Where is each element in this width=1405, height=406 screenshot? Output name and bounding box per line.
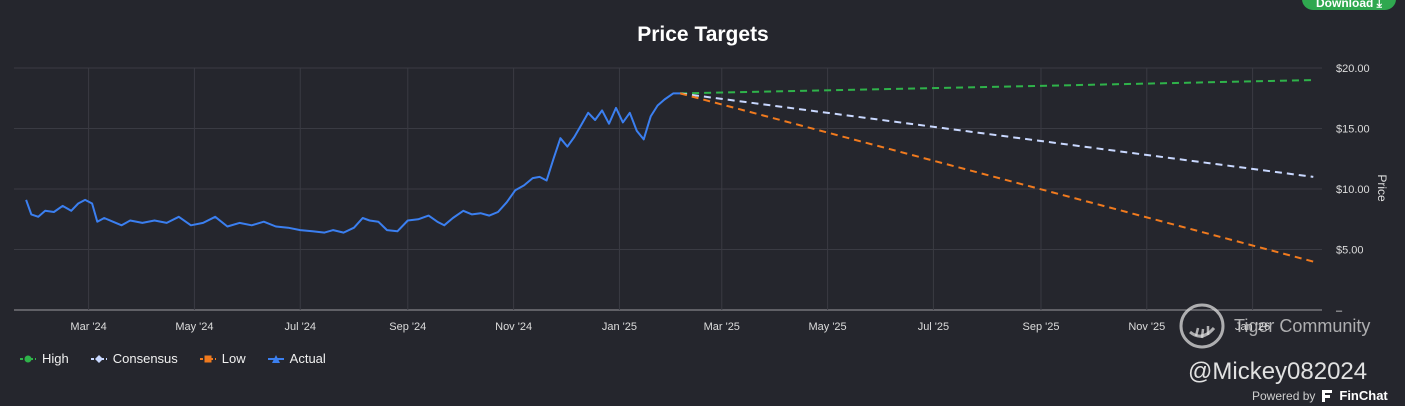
x-tick-label: Jul '25 bbox=[918, 321, 949, 333]
legend-circle-icon bbox=[20, 355, 36, 362]
x-tick-label: Jan '26 bbox=[1235, 321, 1270, 333]
legend-label: High bbox=[42, 351, 69, 366]
x-tick-label: Jul '24 bbox=[285, 321, 316, 333]
legend-square-icon bbox=[199, 355, 216, 362]
finchat-logo-icon bbox=[1322, 389, 1333, 402]
x-tick-label: Nov '24 bbox=[495, 321, 532, 333]
x-tick-label: Nov '25 bbox=[1128, 321, 1165, 333]
legend-item-actual[interactable]: Actual bbox=[267, 351, 326, 366]
series-line-actual bbox=[25, 92, 681, 234]
watermark-text: Tiger Community bbox=[1234, 316, 1371, 336]
axis-layer: – $5.00 $10.00 $15.00 $20.00 Mar '24 May '24 Ju… bbox=[70, 63, 1369, 333]
legend-triangle-icon bbox=[267, 354, 284, 363]
x-tick-label: Sep '25 bbox=[1022, 321, 1059, 333]
grid-layer bbox=[14, 67, 1322, 311]
powered-by-label: Powered by bbox=[1252, 388, 1316, 403]
legend-item-high[interactable]: High bbox=[20, 351, 69, 366]
legend-label: Actual bbox=[289, 351, 326, 366]
series-layer bbox=[25, 79, 1314, 263]
y-tick-label: $5.00 bbox=[1336, 245, 1364, 257]
download-button[interactable]: Download ⤓ bbox=[1302, 0, 1396, 10]
legend-item-consensus[interactable]: Consensus bbox=[90, 351, 178, 366]
x-tick-label: Jan '25 bbox=[602, 321, 637, 333]
powered-by-brand: FinChat bbox=[1339, 388, 1388, 403]
powered-by: Powered by FinChat bbox=[1252, 388, 1388, 403]
legend-item-low[interactable]: Low bbox=[199, 351, 246, 366]
y-tick-label: $15.00 bbox=[1336, 124, 1370, 136]
series-line-consensus bbox=[679, 92, 1314, 178]
series-line-high bbox=[680, 79, 1314, 95]
legend-label: Low bbox=[221, 351, 246, 366]
y-axis-label: Price bbox=[1375, 174, 1389, 202]
x-tick-label: May '25 bbox=[809, 321, 847, 333]
x-tick-label: May '24 bbox=[175, 321, 213, 333]
x-tick-label: Sep '24 bbox=[389, 321, 426, 333]
tiger-logo-icon bbox=[1179, 303, 1225, 349]
y-tick-label: $20.00 bbox=[1336, 63, 1370, 75]
y-tick-label: – bbox=[1336, 305, 1343, 317]
x-tick-label: Mar '25 bbox=[704, 321, 740, 333]
series-line-low bbox=[679, 92, 1314, 263]
y-tick-label: $10.00 bbox=[1336, 184, 1370, 196]
chart-legend: High Consensus Low Actual bbox=[20, 351, 326, 366]
author-handle: @Mickey082024 bbox=[1188, 358, 1368, 385]
x-tick-label: Mar '24 bbox=[70, 321, 106, 333]
chart-title: Price Targets bbox=[637, 23, 769, 46]
legend-diamond-icon bbox=[90, 354, 107, 363]
legend-label: Consensus bbox=[112, 351, 178, 366]
